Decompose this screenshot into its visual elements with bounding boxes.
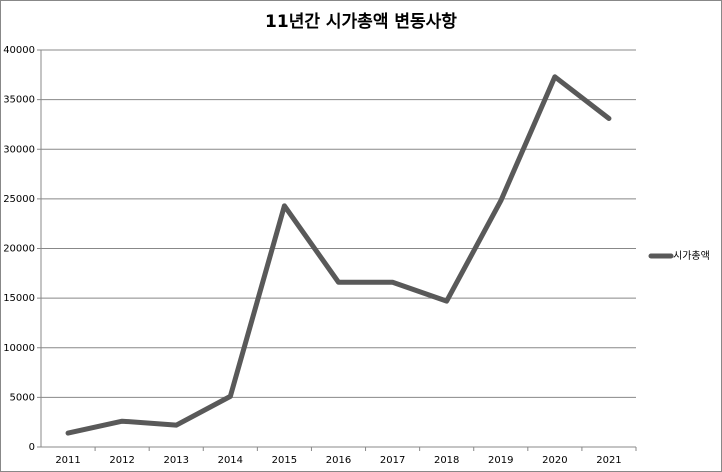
y-tick-label: 35000 — [3, 95, 35, 106]
y-tick-label: 30000 — [3, 144, 35, 155]
y-tick-label: 25000 — [3, 194, 35, 205]
y-tick-label: 5000 — [10, 392, 35, 403]
y-tick-label: 20000 — [3, 244, 35, 255]
y-tick-label: 10000 — [3, 343, 35, 354]
x-tick-label: 2021 — [596, 455, 621, 466]
x-tick-label: 2014 — [218, 455, 243, 466]
x-tick-label: 2013 — [164, 455, 189, 466]
y-tick-label: 0 — [29, 442, 35, 453]
y-tick-label: 15000 — [3, 293, 35, 304]
x-tick-label: 2012 — [109, 455, 134, 466]
x-tick-label: 2015 — [272, 455, 297, 466]
y-tick-label: 40000 — [3, 45, 35, 56]
x-tick-label: 2018 — [434, 455, 459, 466]
x-tick-label: 2019 — [488, 455, 513, 466]
legend-label: 시가총액 — [673, 250, 710, 262]
x-tick-label: 2017 — [380, 455, 405, 466]
line-series — [65, 74, 612, 436]
x-tick-label: 2016 — [326, 455, 351, 466]
x-tick-label: 2020 — [542, 455, 567, 466]
x-tick-label: 2011 — [55, 455, 80, 466]
chart-title: 11년간 시가총액 변동사항 — [265, 11, 457, 32]
